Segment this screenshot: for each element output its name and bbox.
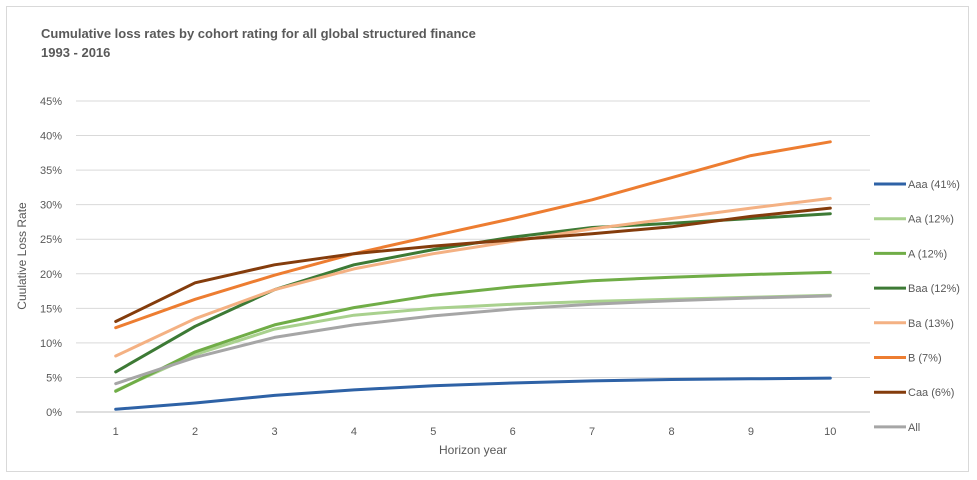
series-line: [114, 196, 832, 358]
series-line: [114, 376, 832, 411]
y-tick-label: 5%: [46, 372, 62, 384]
y-tick-label: 15%: [40, 303, 62, 315]
x-tick-label: 4: [351, 426, 357, 438]
y-tick-label: 10%: [40, 338, 62, 350]
series-lines: [114, 140, 832, 411]
series-line: [114, 294, 832, 386]
x-tick-labels: 1 2 3 4 5 6 7 8 9 10: [113, 426, 837, 438]
legend: Aaa (41%) Aa (12%) A (12%) Baa (12%) Ba (13%…: [874, 179, 960, 434]
legend-label: B (7%): [908, 353, 942, 365]
series-line: [114, 206, 832, 323]
y-tick-label: 30%: [40, 200, 62, 212]
x-tick-label: 7: [589, 426, 595, 438]
y-tick-label: 25%: [40, 234, 62, 246]
x-tick-label: 5: [430, 426, 436, 438]
x-tick-label: 2: [192, 426, 198, 438]
y-tick-label: 35%: [40, 165, 62, 177]
legend-label: Caa (6%): [908, 387, 954, 399]
x-tick-label: 10: [824, 426, 836, 438]
legend-label: Baa (12%): [908, 283, 960, 295]
y-tick-label: 45%: [40, 96, 62, 108]
x-tick-label: 6: [510, 426, 516, 438]
x-tick-label: 8: [668, 426, 674, 438]
series-line: [114, 140, 832, 330]
x-axis-label: Horizon year: [439, 443, 507, 457]
legend-label: Aaa (41%): [908, 179, 960, 191]
x-tick-label: 1: [113, 426, 119, 438]
chart-subtitle: 1993 - 2016: [41, 45, 111, 60]
x-tick-label: 3: [271, 426, 277, 438]
chart-title-block: Cumulative loss rates by cohort rating f…: [41, 24, 476, 62]
legend-label: All: [908, 422, 920, 434]
y-tick-label: 0%: [46, 407, 62, 419]
gridlines: [76, 100, 870, 378]
legend-label: A (12%): [908, 248, 947, 260]
y-tick-label: 20%: [40, 269, 62, 281]
y-tick-labels: 0% 5% 10% 15% 20% 25% 30% 35% 40% 45%: [40, 96, 62, 419]
chart-title: Cumulative loss rates by cohort rating f…: [41, 26, 476, 41]
legend-label: Ba (13%): [908, 318, 954, 330]
series-line: [114, 270, 832, 393]
x-tick-label: 9: [748, 426, 754, 438]
legend-label: Aa (12%): [908, 214, 954, 226]
y-tick-label: 40%: [40, 131, 62, 143]
y-axis-label: Cuulative Loss Rate: [15, 202, 29, 310]
series-line: [114, 212, 832, 374]
